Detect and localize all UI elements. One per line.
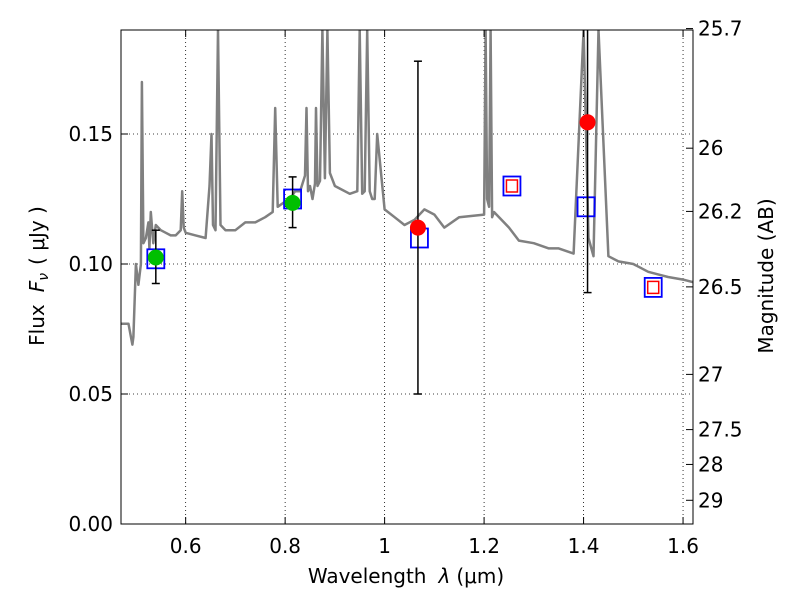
y-axis-label-unit: ( μJy )	[25, 206, 49, 265]
x-axis-label-prefix: Wavelength	[308, 564, 427, 588]
x-axis-label: Wavelength λ (μm)	[308, 564, 504, 588]
upper-limit-box	[505, 179, 519, 193]
x-tick-label: 1	[378, 534, 391, 558]
x-axis-label-symbol: λ	[438, 564, 451, 588]
y2-tick-label: 28	[698, 452, 723, 476]
y-axis-label-subscript: ν	[36, 273, 52, 281]
upper-limit-box	[646, 280, 660, 295]
y-tick-label: 0.10	[68, 252, 113, 276]
y-axis-label: Flux Fν ( μJy )	[25, 206, 52, 346]
plot-area	[121, 30, 693, 524]
y-tick-label: 0.15	[68, 122, 113, 146]
x-axis-label-unit: (μm)	[456, 564, 504, 588]
y2-tick-label: 26	[698, 136, 723, 160]
x-tick-label: 0.8	[269, 534, 301, 558]
model-box	[576, 196, 596, 218]
plot-frame	[120, 29, 694, 525]
y-tick-label: 0.00	[68, 512, 113, 536]
right-axis-label: Magnitude (AB)	[754, 198, 778, 353]
photometry-point	[147, 249, 164, 266]
y2-tick-label: 29	[698, 488, 723, 512]
template-spectrum-layer	[121, 30, 693, 346]
model-box	[643, 276, 663, 298]
template-spectrum-line	[121, 30, 693, 346]
data-point-layer	[147, 114, 596, 266]
axis-tick-labels: 0.6 0.8 1 1.2 1.4 1.6 0.00 0.05 0.10 0.15 25.7 26 26…	[68, 17, 742, 558]
x-tick-label: 1.2	[468, 534, 500, 558]
y-axis-label-symbol: F	[25, 280, 49, 292]
photometry-point	[409, 219, 426, 236]
y-axis-label-prefix: Flux	[25, 304, 49, 346]
model-box-layer	[146, 175, 663, 298]
y2-tick-label: 26.5	[698, 275, 743, 299]
x-tick-label: 1.4	[568, 534, 600, 558]
model-box	[502, 175, 522, 197]
y-tick-label: 0.05	[68, 382, 113, 406]
y2-tick-label: 26.2	[698, 199, 743, 223]
photometry-point	[284, 194, 301, 211]
y2-tick-label: 27	[698, 362, 723, 386]
x-tick-label: 0.6	[170, 534, 202, 558]
y2-tick-label: 27.5	[698, 418, 743, 442]
x-tick-label: 1.6	[667, 534, 699, 558]
axis-ticks	[121, 28, 693, 525]
photometry-point	[579, 114, 596, 131]
y2-tick-label: 25.7	[698, 17, 743, 41]
